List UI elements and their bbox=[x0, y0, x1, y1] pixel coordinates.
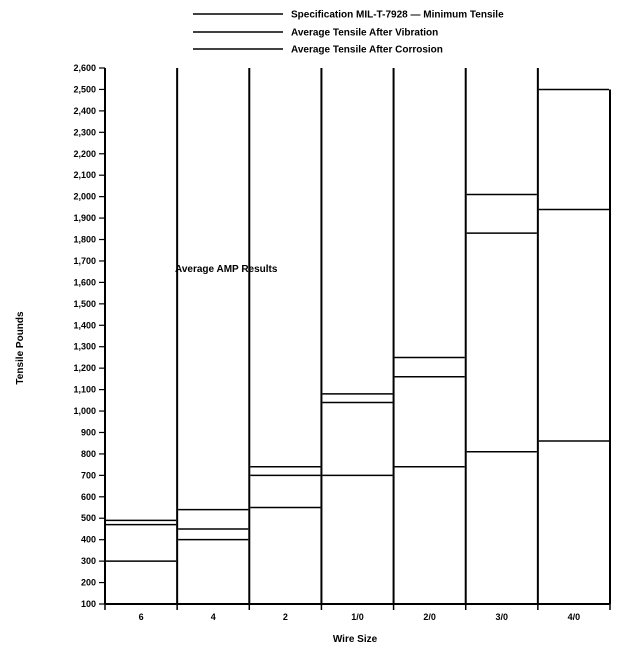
x-tick-label-3-0: 3/0 bbox=[496, 612, 509, 622]
y-tick-label-2000: 2,000 bbox=[73, 192, 96, 202]
y-tick-label-1800: 1,800 bbox=[73, 235, 96, 245]
y-tick-label-700: 700 bbox=[81, 470, 96, 480]
x-tick-label-6: 6 bbox=[139, 612, 144, 622]
y-tick-label-1000: 1,000 bbox=[73, 406, 96, 416]
y-tick-label-2100: 2,100 bbox=[73, 170, 96, 180]
y-tick-label-2500: 2,500 bbox=[73, 84, 96, 94]
y-tick-label-2300: 2,300 bbox=[73, 127, 96, 137]
x-tick-label-1-0: 1/0 bbox=[351, 612, 364, 622]
x-tick-label-4: 4 bbox=[211, 612, 216, 622]
x-tick-label-2-0: 2/0 bbox=[423, 612, 436, 622]
y-axis-label: Tensile Pounds bbox=[15, 311, 26, 385]
y-tick-label-1100: 1,100 bbox=[73, 385, 96, 395]
legend-entry-1: Specification MIL-T-7928 — Minimum Tensi… bbox=[291, 10, 504, 21]
y-tick-label-1500: 1,500 bbox=[73, 299, 96, 309]
y-tick-label-1200: 1,200 bbox=[73, 363, 96, 373]
y-tick-label-1400: 1,400 bbox=[73, 320, 96, 330]
y-tick-label-100: 100 bbox=[81, 599, 96, 609]
y-tick-label-500: 500 bbox=[81, 513, 96, 523]
y-tick-label-800: 800 bbox=[81, 449, 96, 459]
y-tick-label-400: 400 bbox=[81, 535, 96, 545]
legend-entry-3: Average Tensile After Corrosion bbox=[291, 45, 443, 56]
legend: Specification MIL-T-7928 — Minimum Tensi… bbox=[193, 10, 504, 56]
y-tick-label-1900: 1,900 bbox=[73, 213, 96, 223]
x-tick-label-2: 2 bbox=[283, 612, 288, 622]
chart-annotation: Average AMP Results bbox=[175, 264, 278, 275]
x-tick-label-4-0: 4/0 bbox=[568, 612, 581, 622]
y-tick-label-2200: 2,200 bbox=[73, 149, 96, 159]
y-tick-label-1700: 1,700 bbox=[73, 256, 96, 266]
y-tick-label-1600: 1,600 bbox=[73, 277, 96, 287]
y-axis: 100 200 300 400 500 600 700 800 900 1,000 1,100 1,2… bbox=[73, 63, 105, 609]
y-tick-label-600: 600 bbox=[81, 492, 96, 502]
x-axis: 6 4 2 1/0 2/0 3/0 4/0 bbox=[104, 604, 611, 622]
x-axis-label: Wire Size bbox=[333, 634, 378, 645]
legend-entry-2: Average Tensile After Vibration bbox=[291, 28, 438, 39]
y-tick-label-200: 200 bbox=[81, 578, 96, 588]
y-tick-label-900: 900 bbox=[81, 427, 96, 437]
plot-area bbox=[104, 68, 611, 605]
y-tick-label-300: 300 bbox=[81, 556, 96, 566]
y-tick-label-2600: 2,600 bbox=[73, 63, 96, 73]
y-tick-label-1300: 1,300 bbox=[73, 342, 96, 352]
y-tick-label-2400: 2,400 bbox=[73, 106, 96, 116]
